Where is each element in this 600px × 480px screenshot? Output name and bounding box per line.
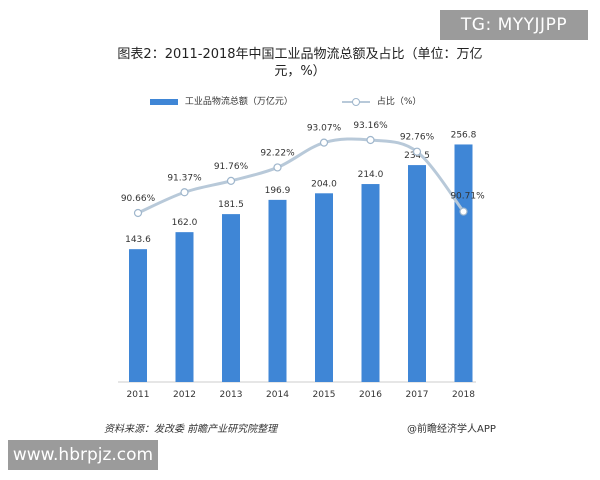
bar-label-2016: 214.0 (358, 170, 384, 180)
source-note: 资料来源：发改委 前瞻产业研究院整理 (104, 424, 278, 435)
bar-2013 (222, 214, 240, 382)
legend-bar-swatch (150, 98, 178, 105)
share-label-2017: 92.76% (400, 133, 435, 143)
bar-2017 (408, 165, 426, 382)
x-tick-2014: 2014 (266, 390, 289, 400)
share-label-2015: 93.07% (307, 124, 342, 134)
x-tick-2018: 2018 (452, 390, 475, 400)
x-tick-2016: 2016 (359, 390, 382, 400)
share-point-2013 (226, 176, 236, 185)
share-label-2012: 91.37% (167, 173, 202, 183)
legend-item-line: 占比（%） (342, 94, 421, 107)
bar-2014 (268, 199, 287, 382)
share-point-2017 (412, 147, 422, 156)
share-label-2016: 93.16% (353, 121, 388, 131)
x-tick-2012: 2012 (173, 390, 196, 400)
bar-2018 (454, 144, 473, 382)
share-point-2018 (459, 207, 468, 216)
x-tick-2013: 2013 (220, 390, 243, 400)
bar-2011 (129, 249, 147, 382)
x-tick-2017: 2017 (406, 390, 429, 400)
bar-label-2012: 162.0 (172, 218, 198, 228)
legend-label-line: 占比（%） (376, 97, 422, 107)
bar-label-2014: 196.9 (265, 186, 291, 196)
bar-2016 (361, 184, 380, 382)
share-label-2018: 90.71% (450, 192, 485, 202)
legend-item-bar: 工业品物流总额（万亿元） (150, 94, 293, 107)
bar-label-2015: 204.0 (311, 179, 337, 189)
share-label-2013: 91.76% (214, 162, 249, 172)
share-point-2012 (180, 188, 189, 197)
x-tick-2011: 2011 (127, 390, 150, 400)
x-tick-2015: 2015 (313, 390, 336, 400)
share-point-2011 (133, 208, 143, 218)
bar-2015 (315, 193, 333, 382)
bar-label-2017: 234.5 (404, 151, 430, 161)
url-watermark: www.hbrpjz.com (8, 440, 158, 470)
bar-label-2018: 256.8 (451, 130, 477, 140)
share-label-2011: 90.66% (121, 194, 156, 204)
legend-label-bar: 工业品物流总额（万亿元） (184, 97, 293, 107)
share-point-2014 (273, 163, 282, 172)
share-point-2015 (319, 138, 329, 147)
tg-watermark: TG: MYYJJPP (440, 10, 588, 40)
bar-label-2011: 143.6 (125, 235, 151, 245)
chart-title: 图表2：2011-2018年中国工业品物流总额及占比（单位：万亿元，%） (117, 47, 483, 79)
brand-note: @前瞻经济学人APP (407, 424, 496, 435)
legend-line-swatch (342, 97, 370, 106)
share-point-2016 (366, 135, 375, 145)
share-label-2014: 92.22% (260, 148, 295, 158)
bar-2012 (175, 232, 194, 382)
bar-label-2013: 181.5 (218, 200, 244, 210)
